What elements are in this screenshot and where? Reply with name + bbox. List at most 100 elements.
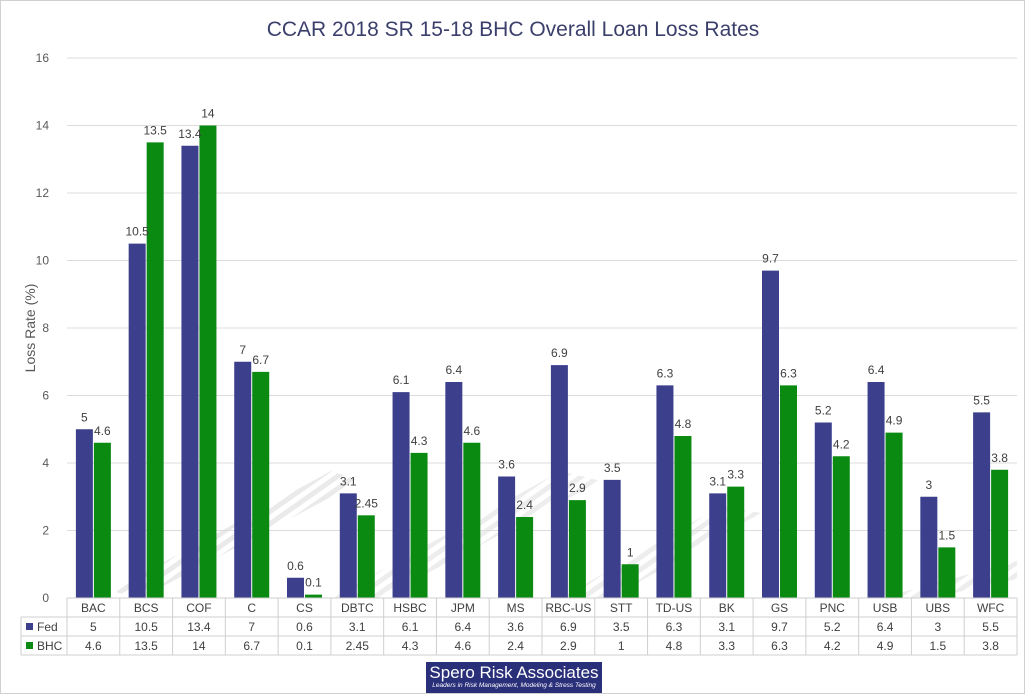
data-label: 5.5 (973, 393, 990, 407)
table-cell: 3.5 (613, 620, 630, 634)
logo-tagline: Leaders in Risk Management, Modeling & S… (432, 682, 596, 689)
data-label: 6.4 (868, 363, 885, 377)
y-tick-label: 8 (42, 321, 49, 335)
data-label: 6.1 (393, 373, 410, 387)
y-axis-label: Loss Rate (%) (22, 284, 38, 373)
legend-label: BHC (37, 639, 63, 653)
data-label: 6.3 (780, 366, 797, 380)
x-tick-label: DBTC (341, 601, 374, 615)
table-cell: 6.3 (771, 639, 788, 653)
bar-bhc-jpm (463, 442, 481, 598)
bar-fed-hsbc (392, 392, 410, 598)
y-tick-label: 14 (36, 119, 50, 133)
table-cell: 3.8 (982, 639, 999, 653)
bar-fed-usb (867, 382, 885, 598)
bar-bhc-stt (621, 564, 639, 598)
table-cell: 4.2 (824, 639, 841, 653)
table-cell: 6.4 (877, 620, 894, 634)
data-label: 5 (81, 410, 88, 424)
bar-bhc-cs (305, 594, 322, 598)
y-tick-label: 10 (36, 254, 50, 268)
bar-bhc-bk (727, 486, 745, 598)
data-label: 4.6 (463, 424, 480, 438)
table-cell: 6.1 (402, 620, 419, 634)
x-tick-label: BCS (134, 601, 159, 615)
table-cell: 1.5 (929, 639, 946, 653)
table-cell: 5.5 (982, 620, 999, 634)
bar-fed-wfc (973, 412, 991, 598)
bar-fed-bk (709, 493, 727, 598)
table-cell: 3.1 (718, 620, 735, 634)
y-tick-label: 16 (36, 51, 50, 65)
data-label: 0.1 (305, 576, 322, 590)
x-tick-label: PNC (820, 601, 846, 615)
table-cell: 4.8 (666, 639, 683, 653)
data-label: 1.5 (938, 528, 955, 542)
data-label: 13.5 (143, 123, 167, 137)
bar-fed-rbc-us (550, 365, 568, 598)
table-cell: 13.4 (187, 620, 211, 634)
bar-bhc-c (252, 371, 270, 598)
x-tick-label: USB (873, 601, 898, 615)
data-labels: 54.610.513.5 13.41476.70.60.13.12.456.14.… (81, 107, 1008, 590)
bar-bhc-cof (199, 125, 217, 598)
bar-bhc-pnc (832, 456, 850, 598)
bar-fed-jpm (445, 382, 463, 598)
table-cell: 3.6 (507, 620, 524, 634)
bar-bhc-dbtc (357, 515, 375, 598)
x-tick-label: C (247, 601, 256, 615)
table-cell: 1 (618, 639, 625, 653)
data-label: 6.3 (657, 366, 674, 380)
data-label: 6.9 (551, 346, 568, 360)
x-tick-label: COF (186, 601, 211, 615)
data-label: 14 (201, 107, 215, 121)
x-tick-label: MS (507, 601, 525, 615)
bar-bhc-usb (885, 432, 903, 598)
bar-fed-ms (498, 476, 516, 598)
table-cell: 2.45 (346, 639, 370, 653)
bar-fed-ubs (920, 496, 938, 598)
x-tick-label: BAC (81, 601, 106, 615)
table-cell: 6.4 (454, 620, 471, 634)
bars (75, 125, 1009, 598)
table-cell: 13.5 (134, 639, 158, 653)
bar-fed-stt (603, 479, 621, 598)
bar-fed-bcs (128, 243, 146, 598)
bar-bhc-bac (93, 442, 111, 598)
data-label: 4.3 (411, 434, 428, 448)
x-tick-label: STT (610, 601, 633, 615)
x-tick-label: BK (719, 601, 735, 615)
x-tick-label: GS (771, 601, 788, 615)
y-tick-label: 6 (42, 389, 49, 403)
data-label: 3.3 (727, 468, 744, 482)
data-label: 3.1 (709, 474, 726, 488)
bar-bhc-rbc-us (568, 500, 586, 598)
data-label: 7 (239, 343, 246, 357)
legend-key-bhc (26, 642, 33, 649)
data-label: 4.6 (94, 424, 111, 438)
table-cell: 7 (248, 620, 255, 634)
table-cell: 14 (192, 639, 206, 653)
table-cell: 5.2 (824, 620, 841, 634)
table-cell: 3.3 (718, 639, 735, 653)
bar-bhc-gs (780, 385, 797, 598)
logo-brand: Spero Risk Associates (429, 663, 599, 682)
bar-fed-c (234, 361, 252, 598)
data-label: 6.7 (252, 353, 269, 367)
data-label: 2.9 (569, 481, 586, 495)
bar-fed-cof (181, 145, 199, 598)
table-cell: 0.1 (296, 639, 313, 653)
table-cell: 4.6 (454, 639, 471, 653)
table-cell: 10.5 (134, 620, 158, 634)
x-tick-label: WFC (977, 601, 1005, 615)
data-label: 3.5 (604, 461, 621, 475)
table-cell: 6.7 (243, 639, 260, 653)
data-label: 1 (627, 545, 634, 559)
x-tick-label: CS (296, 601, 313, 615)
y-axis-ticks: 0 2 4 6 8 10 12 14 16 (36, 51, 50, 605)
chart-title: CCAR 2018 SR 15-18 BHC Overall Loan Loss… (267, 18, 760, 41)
data-label: 3.8 (991, 451, 1008, 465)
y-tick-label: 2 (42, 524, 49, 538)
